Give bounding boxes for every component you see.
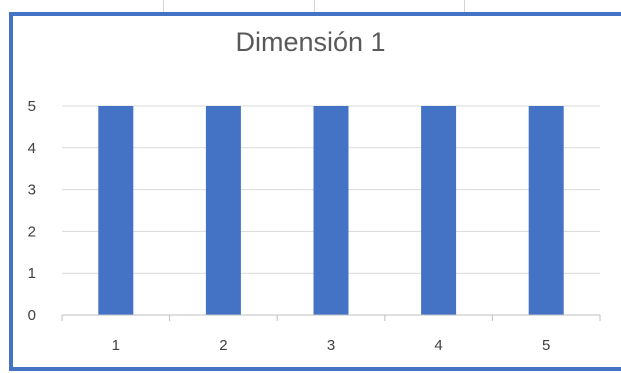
bar-1[interactable] bbox=[98, 106, 134, 315]
sheet-column-gridline bbox=[464, 0, 465, 12]
x-tick-label: 5 bbox=[542, 337, 550, 354]
bar-2[interactable] bbox=[205, 106, 241, 315]
y-tick-label: 4 bbox=[28, 140, 36, 157]
y-tick-label: 1 bbox=[28, 265, 36, 282]
x-tick-label: 1 bbox=[112, 337, 120, 354]
y-tick-label: 2 bbox=[28, 223, 36, 240]
x-tick-label: 4 bbox=[434, 337, 442, 354]
bar-4[interactable] bbox=[421, 106, 457, 315]
x-tick-label: 3 bbox=[327, 337, 335, 354]
x-tick-label: 2 bbox=[219, 337, 227, 354]
y-tick-label: 0 bbox=[28, 307, 36, 324]
bar-5[interactable] bbox=[528, 106, 564, 315]
axes bbox=[61, 314, 601, 321]
sheet-column-gridline bbox=[163, 0, 164, 12]
bar-3[interactable] bbox=[313, 106, 349, 315]
bars bbox=[98, 106, 564, 315]
y-tick-label: 5 bbox=[28, 98, 36, 115]
y-tick-label: 3 bbox=[28, 182, 36, 199]
sheet-column-gridline bbox=[314, 0, 315, 12]
chart-title: Dimensión 1 bbox=[235, 27, 386, 57]
tick-labels: 0 1 2 3 4 5 1 2 3 4 5 bbox=[28, 98, 551, 354]
